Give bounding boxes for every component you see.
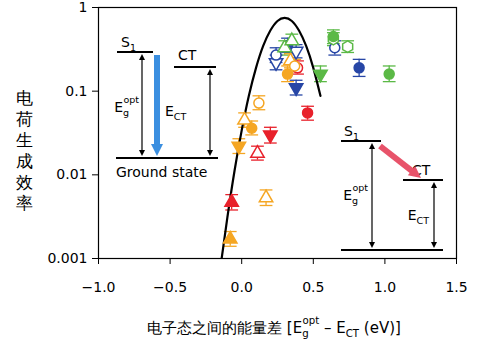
svg-text:1: 1 <box>79 0 88 15</box>
svg-text:Ground state: Ground state <box>116 164 207 180</box>
svg-text:Egopt: Egopt <box>343 182 368 206</box>
svg-text:1.0: 1.0 <box>374 279 396 295</box>
svg-text:ECT: ECT <box>165 103 187 122</box>
svg-text:电: 电 <box>16 88 33 108</box>
svg-text:1.5: 1.5 <box>445 279 467 295</box>
svg-text:Egopt: Egopt <box>114 94 139 118</box>
svg-text:率: 率 <box>16 193 33 213</box>
svg-text:CT: CT <box>412 162 431 178</box>
svg-text:0.0: 0.0 <box>231 279 253 295</box>
svg-text:0.5: 0.5 <box>302 279 324 295</box>
svg-text:荷: 荷 <box>16 109 33 129</box>
svg-text:S1: S1 <box>344 123 359 142</box>
svg-text:0.01: 0.01 <box>56 166 87 182</box>
svg-text:0.1: 0.1 <box>65 83 87 99</box>
svg-text:0.001: 0.001 <box>47 250 87 266</box>
svg-text:−1.0: −1.0 <box>82 279 116 295</box>
svg-text:CT: CT <box>178 47 197 63</box>
svg-text:S1: S1 <box>121 34 136 53</box>
svg-text:电子态之间的能量差 [Egopt – ECT (eV)]: 电子态之间的能量差 [Egopt – ECT (eV)] <box>147 315 401 339</box>
svg-text:成: 成 <box>16 151 33 171</box>
svg-text:效: 效 <box>16 172 33 192</box>
svg-text:生: 生 <box>16 130 33 150</box>
svg-text:ECT: ECT <box>408 207 430 226</box>
svg-text:−0.5: −0.5 <box>153 279 187 295</box>
